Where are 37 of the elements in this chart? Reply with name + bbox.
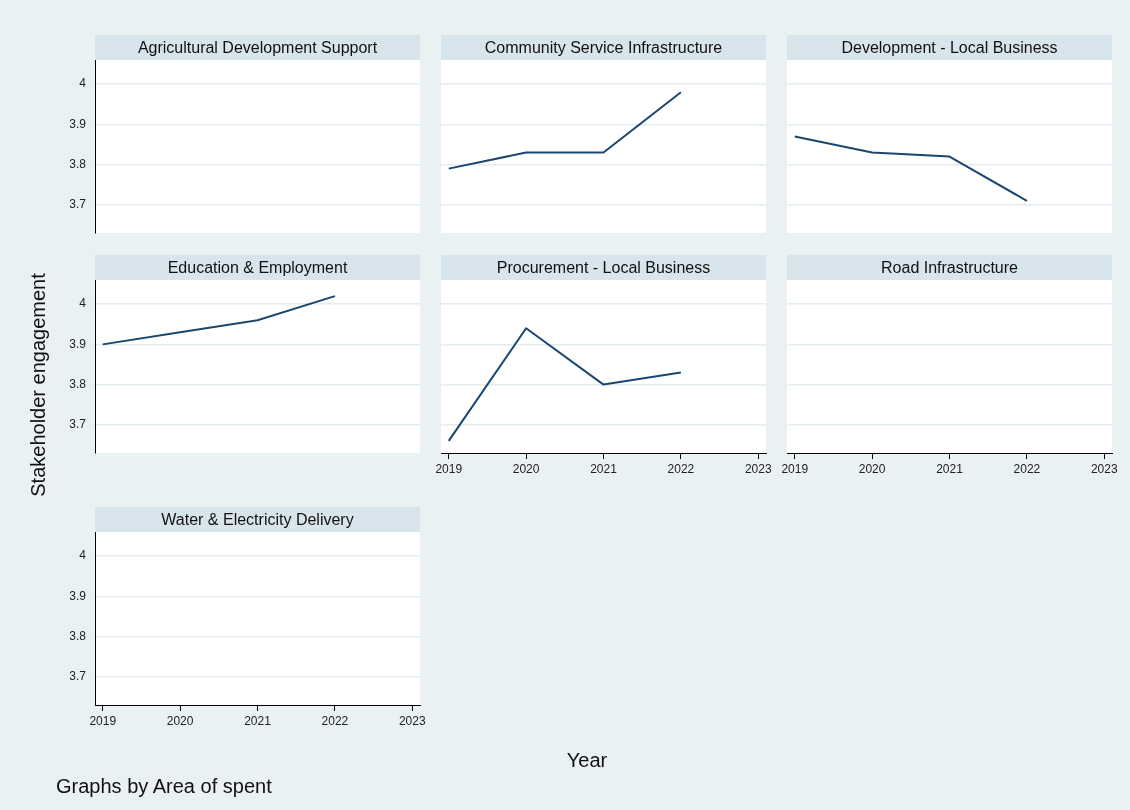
y-tick-label: 3.7 <box>69 417 87 432</box>
chart-title: Agricultural Development Support <box>137 38 378 56</box>
y-axis-title: Stakeholder engagement <box>26 273 50 497</box>
y-tick-label: 3.9 <box>69 336 87 351</box>
x-tick-label: 2023 <box>398 713 426 728</box>
x-axis-title: Year <box>566 748 608 772</box>
y-tick-label: 3.8 <box>69 156 87 171</box>
x-tick-label: 2021 <box>590 461 618 476</box>
y-tick-label: 3.9 <box>69 588 87 603</box>
y-tick-label: 3.8 <box>69 628 87 643</box>
y-tick-label: 4 <box>79 548 87 563</box>
chart-title: Procurement - Local Business <box>496 258 711 276</box>
x-tick-label: 2020 <box>166 713 194 728</box>
chart-title: Water & Electricity Delivery <box>161 510 354 528</box>
chart-title: Development - Local Business <box>841 38 1058 56</box>
y-tick-label: 4 <box>79 296 87 311</box>
x-tick-label: 2019 <box>435 461 463 476</box>
chart-title: Community Service Infrastructure <box>484 38 723 56</box>
x-tick-label: 2022 <box>1013 461 1041 476</box>
x-tick-label: 2023 <box>744 461 772 476</box>
text: Graphs by Area of spent <box>56 775 272 798</box>
x-tick-label: 2022 <box>667 461 695 476</box>
x-tick-label: 2023 <box>1090 461 1118 476</box>
x-tick-label: 2022 <box>321 713 349 728</box>
chart-title: Education & Employment <box>167 258 348 276</box>
x-tick-label: 2019 <box>781 461 809 476</box>
x-tick-label: 2021 <box>244 713 272 728</box>
y-tick-label: 3.7 <box>69 669 87 684</box>
y-tick-label: 3.7 <box>69 197 87 212</box>
y-tick-label: 3.9 <box>69 116 87 131</box>
x-tick-label: 2020 <box>512 461 540 476</box>
x-tick-label: 2020 <box>858 461 886 476</box>
y-tick-label: 4 <box>79 76 87 91</box>
chart-title: Road Infrastructure <box>881 258 1019 276</box>
x-tick-label: 2021 <box>936 461 964 476</box>
x-tick-label: 2019 <box>89 713 117 728</box>
y-tick-label: 3.8 <box>69 376 87 391</box>
